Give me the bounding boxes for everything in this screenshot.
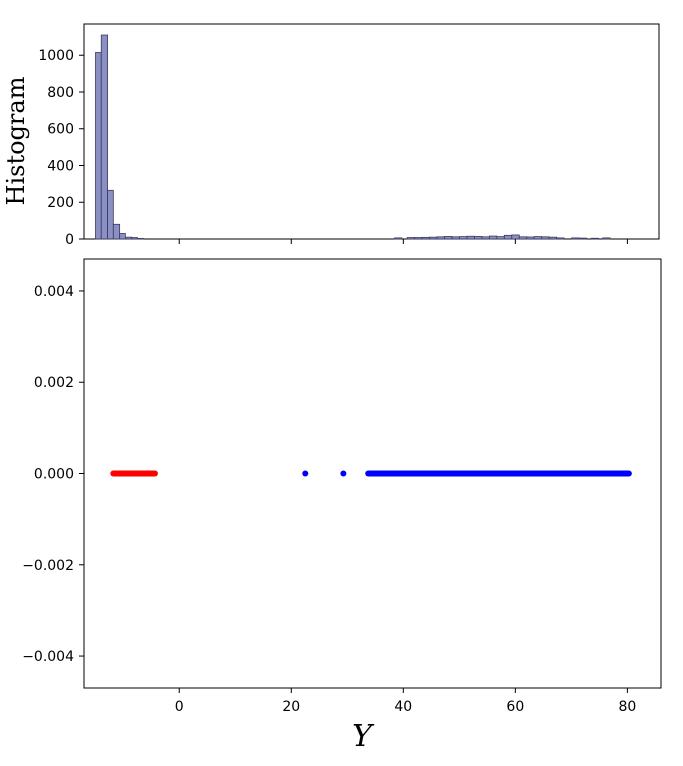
histogram-bar (503, 234, 513, 240)
scatter-x-tick-label: 40 (394, 699, 412, 715)
histogram-bar (474, 236, 483, 240)
histogram-bar (578, 237, 587, 240)
histogram-bar (602, 237, 611, 240)
histogram-bar (541, 236, 550, 240)
histogram-bar (459, 236, 468, 240)
histogram-y-axis-label: Histogram (2, 76, 30, 205)
scatter-x-tick-label: 60 (506, 699, 524, 715)
histogram-x-ticks (178, 239, 628, 244)
histogram-bar (131, 237, 138, 240)
histogram-bar (137, 238, 145, 240)
histogram-y-tick-label: 400 (47, 158, 74, 174)
histogram-bar (414, 237, 423, 240)
histogram-bar (488, 235, 498, 240)
histogram-bar (107, 189, 114, 240)
histogram-bars (95, 34, 611, 240)
scatter-x-ticks: 0 20 40 60 80 (175, 688, 636, 715)
histogram-y-tick-label: 800 (47, 85, 74, 101)
scatter-y-tick-label: 0.004 (34, 284, 74, 300)
histogram-bar (511, 234, 520, 240)
scatter-points (110, 470, 632, 477)
histogram-y-tick-label: 0 (65, 232, 74, 248)
scatter-y-tick-label: 0.000 (34, 467, 74, 483)
scatter-y-ticks: −0.004 −0.002 0.000 0.002 0.004 (22, 284, 84, 665)
histogram-bar (556, 237, 565, 240)
histogram-y-ticks: 0 200 400 600 800 1000 (38, 48, 84, 248)
histogram-bar (112, 223, 121, 240)
histogram-y-tick-label: 1000 (38, 48, 74, 64)
scatter-x-axis-label: Y (352, 719, 375, 754)
scatter-y-tick-label: 0.002 (34, 375, 74, 391)
histogram-bar (496, 236, 505, 240)
scatter-point (340, 470, 347, 477)
scatter-x-tick-label: 0 (175, 699, 184, 715)
histogram-bar (444, 236, 453, 240)
histogram-plot-area (83, 23, 660, 240)
histogram-bar (518, 236, 528, 240)
scatter-x-tick-label: 80 (618, 699, 636, 715)
histogram-bar (590, 237, 600, 240)
histogram-y-tick-label: 200 (47, 195, 74, 211)
scatter-point-cluster (365, 470, 632, 477)
histogram-panel: 0 200 400 600 800 1000 Histogram (2, 23, 660, 248)
histogram-bar (100, 34, 108, 240)
scatter-y-tick-label: −0.002 (22, 558, 74, 574)
scatter-y-tick-label: −0.004 (22, 649, 74, 665)
histogram-bar (481, 236, 490, 240)
histogram-bar (95, 52, 102, 240)
scatter-x-tick-label: 20 (282, 699, 300, 715)
scatter-point (302, 470, 309, 477)
histogram-bar (466, 235, 475, 240)
histogram-bar (533, 236, 543, 240)
histogram-bar (451, 236, 460, 240)
histogram-bar (125, 236, 133, 240)
histogram-bar (421, 236, 430, 240)
histogram-bar (571, 237, 580, 240)
histogram-bar (394, 237, 403, 240)
histogram-y-tick-label: 600 (47, 122, 74, 138)
histogram-bar (548, 236, 558, 240)
scatter-panel: −0.004 −0.002 0.000 0.002 0.004 0 20 40 60 80 Y (22, 258, 662, 754)
histogram-bar (429, 236, 438, 240)
scatter-point-cluster (110, 470, 158, 477)
histogram-bar (406, 237, 416, 240)
histogram-bar (526, 236, 535, 240)
histogram-bar (119, 233, 126, 240)
histogram-bar (436, 236, 445, 240)
